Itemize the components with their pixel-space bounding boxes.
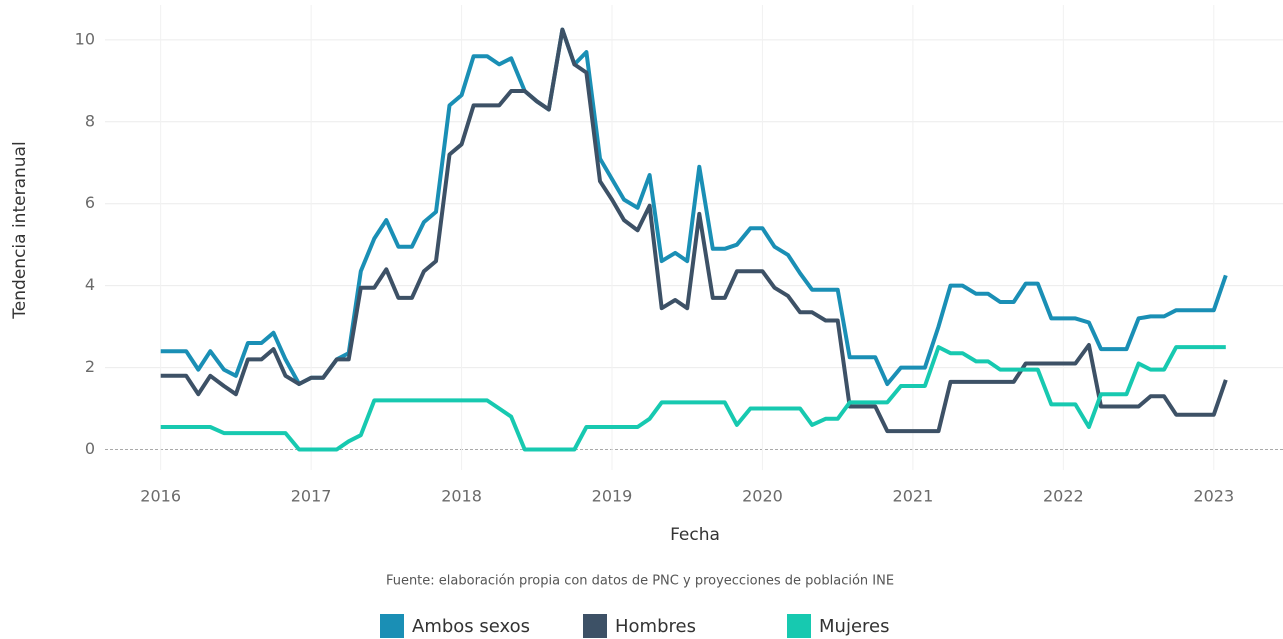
y-tick-label: 2 [85, 357, 95, 376]
legend-label: Hombres [615, 616, 696, 637]
y-tick-label: 10 [75, 29, 95, 48]
legend-label: Ambos sexos [412, 616, 530, 637]
line [160, 27, 1228, 434]
legend-label: Mujeres [819, 616, 889, 637]
line [160, 27, 1228, 386]
x-tick-label: 2020 [742, 487, 783, 506]
y-axis-title: Tendencia interanual [10, 141, 30, 319]
x-tick-label: 2016 [140, 487, 181, 506]
y-tick-label: 6 [85, 193, 95, 212]
legend-swatch [787, 614, 811, 638]
x-tick-label: 2023 [1193, 487, 1234, 506]
y-tick-label: 8 [85, 111, 95, 130]
x-tick-label: 2021 [893, 487, 934, 506]
x-tick-label: 2018 [441, 487, 482, 506]
legend-swatch [583, 614, 607, 638]
line [160, 345, 1226, 452]
x-tick-label: 2022 [1043, 487, 1084, 506]
x-axis-title: Fecha [670, 525, 720, 545]
x-tick-label: 2019 [592, 487, 633, 506]
legend-swatch [380, 614, 404, 638]
y-tick-label: 0 [85, 439, 95, 458]
x-tick-label: 2017 [291, 487, 332, 506]
y-tick-label: 4 [85, 275, 95, 294]
caption: Fuente: elaboración propia con datos de … [386, 574, 894, 589]
